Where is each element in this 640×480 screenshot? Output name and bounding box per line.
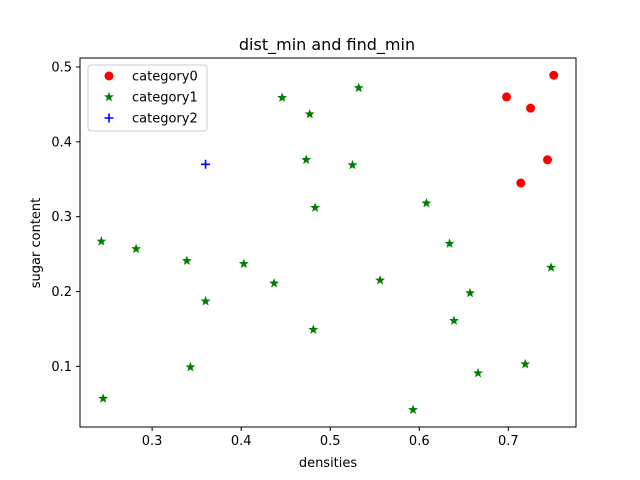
category1-point xyxy=(408,404,418,414)
legend-marker-category0 xyxy=(104,71,114,81)
category1-point xyxy=(181,255,192,266)
x-tick-label: 0.6 xyxy=(409,434,430,449)
data-points xyxy=(96,70,559,414)
legend-marker-category1 xyxy=(104,91,114,102)
category1-point xyxy=(185,361,196,372)
legend-marker-category2 xyxy=(104,113,114,123)
category2-point xyxy=(201,159,211,169)
category1-point xyxy=(269,278,280,288)
category1-point xyxy=(200,296,211,306)
x-tick-label: 0.7 xyxy=(498,434,519,449)
category0-point xyxy=(502,92,512,102)
category1-point xyxy=(465,287,475,298)
category1-point xyxy=(96,236,107,246)
legend-label-category2: category2 xyxy=(132,112,198,127)
y-tick-label: 0.4 xyxy=(51,135,72,150)
category1-point xyxy=(520,358,531,369)
chart-title: dist_min and find_min xyxy=(239,35,415,55)
y-tick-label: 0.5 xyxy=(51,60,72,75)
category1-point xyxy=(375,275,386,285)
category1-point xyxy=(238,258,249,269)
category1-point xyxy=(301,154,312,164)
legend-label-category0: category0 xyxy=(132,70,198,85)
x-tick-label: 0.5 xyxy=(320,434,341,449)
plot-frame xyxy=(79,57,577,428)
x-tick-label: 0.4 xyxy=(231,434,252,449)
category1-point xyxy=(347,159,358,170)
category0-point xyxy=(543,155,553,165)
category1-point xyxy=(473,367,483,378)
category0-point xyxy=(549,70,559,80)
y-axis: 0.1 0.2 0.3 0.4 0.5 xyxy=(51,60,80,375)
category1-point xyxy=(353,82,364,93)
category1-point xyxy=(308,324,319,334)
legend: category0 category1 category2 xyxy=(87,64,208,132)
category1-point xyxy=(421,198,432,208)
category1-point xyxy=(310,202,321,212)
category1-point xyxy=(546,262,557,272)
category0-point xyxy=(526,103,536,113)
y-tick-label: 0.1 xyxy=(51,360,72,375)
legend-box xyxy=(87,64,208,132)
category1-point xyxy=(304,108,315,119)
x-tick-label: 0.3 xyxy=(142,434,163,449)
y-tick-label: 0.2 xyxy=(51,285,72,300)
x-axis-label: densities xyxy=(299,456,358,471)
category1-point xyxy=(131,243,142,254)
category1-point xyxy=(444,238,455,248)
y-axis-label: sugar content xyxy=(29,198,44,288)
category1-point xyxy=(449,315,459,325)
category0-point xyxy=(516,178,526,188)
category1-point xyxy=(98,393,109,403)
legend-label-category1: category1 xyxy=(132,91,198,106)
category1-point xyxy=(277,92,288,102)
y-tick-label: 0.3 xyxy=(51,210,72,225)
x-axis: 0.3 0.4 0.5 0.6 0.7 xyxy=(142,427,519,449)
